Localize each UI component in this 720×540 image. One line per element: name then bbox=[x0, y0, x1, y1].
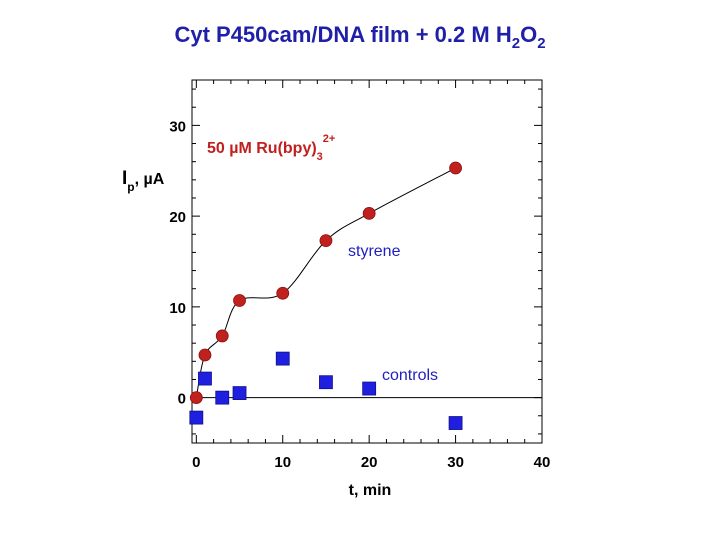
annotation-ru-sup: 2+ bbox=[323, 133, 336, 145]
title-sub-1: 2 bbox=[511, 35, 521, 52]
point-controls bbox=[189, 410, 204, 425]
chart-title: Cyt P450cam/DNA film + 0.2 M H2O2 bbox=[0, 22, 720, 52]
point-controls bbox=[362, 381, 377, 396]
marks-layer bbox=[189, 161, 463, 430]
y-tick-label: 20 bbox=[169, 209, 186, 226]
point-styrene bbox=[189, 391, 203, 405]
point-controls bbox=[232, 386, 247, 400]
x-tick-label: 20 bbox=[361, 454, 378, 471]
y-axis-label: Ip, µA bbox=[122, 168, 165, 194]
point-styrene bbox=[233, 294, 246, 307]
x-tick-label: 0 bbox=[192, 454, 200, 471]
annotation-ru-sub: 3 bbox=[317, 151, 323, 163]
x-axis-label: t, min bbox=[349, 482, 392, 499]
title-sub-2: 2 bbox=[537, 35, 546, 52]
annotation-ru-main: 50 µM Ru(bpy) bbox=[207, 140, 317, 157]
y-tick-label: 0 bbox=[178, 391, 186, 408]
point-controls bbox=[448, 416, 463, 430]
point-styrene bbox=[319, 234, 333, 248]
annotation-styrene: styrene bbox=[348, 243, 401, 260]
point-styrene bbox=[276, 286, 290, 300]
y-axis-label-unit: , µA bbox=[135, 171, 165, 188]
point-styrene bbox=[362, 207, 376, 220]
point-styrene bbox=[215, 329, 229, 343]
y-axis-label-main: I bbox=[122, 168, 127, 189]
plot-frame bbox=[191, 79, 543, 444]
title-main: Cyt P450cam/DNA film + 0.2 M H bbox=[174, 22, 512, 47]
x-tick-label: 40 bbox=[534, 454, 551, 471]
point-styrene bbox=[449, 161, 462, 175]
y-tick-label: 10 bbox=[169, 300, 186, 317]
x-tick-label: 30 bbox=[447, 454, 464, 471]
point-controls bbox=[215, 390, 230, 405]
x-tick-label: 10 bbox=[274, 454, 291, 471]
point-controls bbox=[198, 371, 212, 386]
axes-layer: 0 10 20 30 40 0 10 20 30 bbox=[169, 79, 551, 471]
series-line-styrene bbox=[195, 167, 456, 398]
point-controls bbox=[275, 351, 290, 366]
annotation-ru-bpy: 50 µM Ru(bpy)32+ bbox=[207, 133, 335, 163]
y-axis-label-sub: p bbox=[127, 180, 134, 194]
y-tick-label: 30 bbox=[169, 118, 186, 135]
annotation-controls: controls bbox=[382, 367, 438, 384]
point-styrene bbox=[198, 348, 212, 362]
title-mid: O bbox=[520, 22, 538, 47]
point-controls bbox=[319, 375, 333, 390]
